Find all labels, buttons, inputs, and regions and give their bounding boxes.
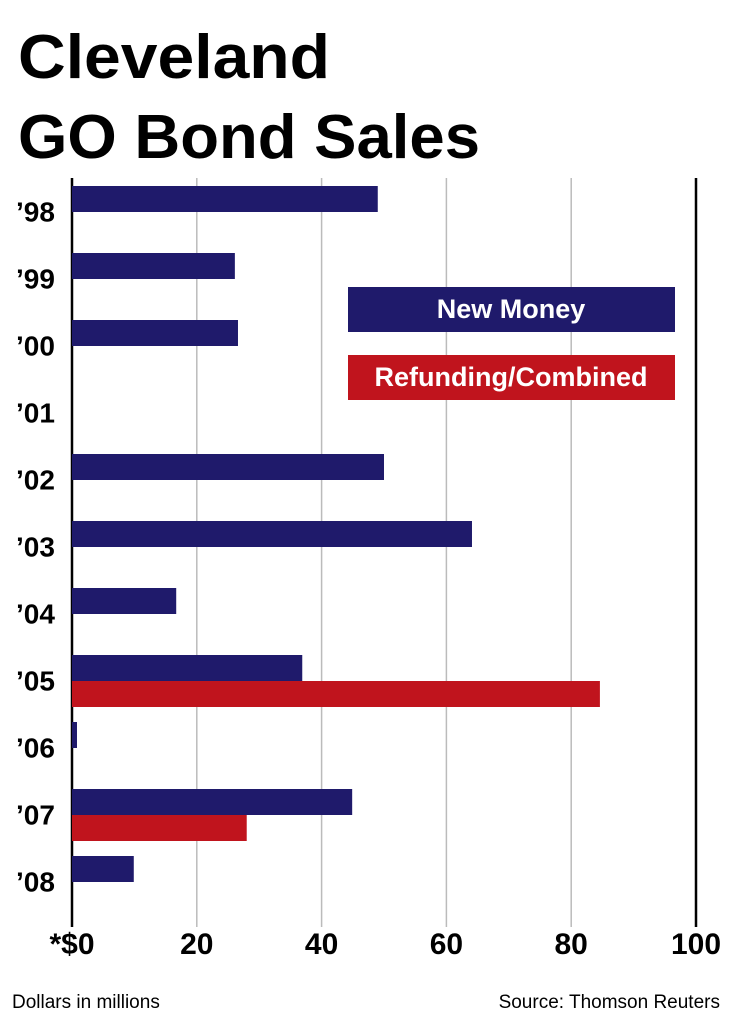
chart-title: Cleveland bbox=[18, 23, 330, 92]
bar bbox=[72, 454, 384, 480]
legend-label: Refunding/Combined bbox=[375, 362, 648, 392]
y-tick-label: ’03 bbox=[16, 531, 55, 562]
bar bbox=[72, 815, 247, 841]
y-tick-label: ’07 bbox=[16, 799, 55, 830]
y-tick-label: ’98 bbox=[16, 196, 55, 227]
y-tick-label: ’01 bbox=[16, 397, 55, 428]
x-tick-label: 40 bbox=[305, 928, 338, 961]
bar bbox=[72, 588, 177, 614]
bar bbox=[72, 681, 600, 707]
y-tick-label: ’06 bbox=[16, 732, 55, 763]
x-axis-label: Dollars in millions bbox=[12, 992, 160, 1013]
y-tick-label: ’00 bbox=[16, 330, 55, 361]
bar bbox=[72, 186, 378, 212]
bar bbox=[72, 722, 77, 748]
bar bbox=[72, 253, 235, 279]
y-tick-label: ’04 bbox=[16, 598, 55, 629]
y-tick-label: ’02 bbox=[16, 464, 55, 495]
bar bbox=[72, 856, 134, 882]
y-tick-label: ’08 bbox=[16, 866, 55, 897]
x-tick-label: 60 bbox=[430, 928, 463, 961]
legend-swatch bbox=[348, 355, 675, 400]
bar bbox=[72, 521, 472, 547]
x-tick-label: 20 bbox=[180, 928, 213, 961]
x-tick-label: *$0 bbox=[49, 928, 94, 961]
chart-title: GO Bond Sales bbox=[18, 103, 480, 172]
x-tick-label: 100 bbox=[671, 928, 721, 961]
bar bbox=[72, 655, 303, 681]
bar bbox=[72, 789, 353, 815]
y-tick-label: ’05 bbox=[16, 665, 55, 696]
legend-swatch bbox=[348, 287, 675, 332]
bar bbox=[72, 320, 238, 346]
y-tick-label: ’99 bbox=[16, 263, 55, 294]
legend-label: New Money bbox=[437, 294, 586, 324]
source: Source: Thomson Reuters bbox=[499, 992, 720, 1013]
x-tick-label: 80 bbox=[555, 928, 588, 961]
